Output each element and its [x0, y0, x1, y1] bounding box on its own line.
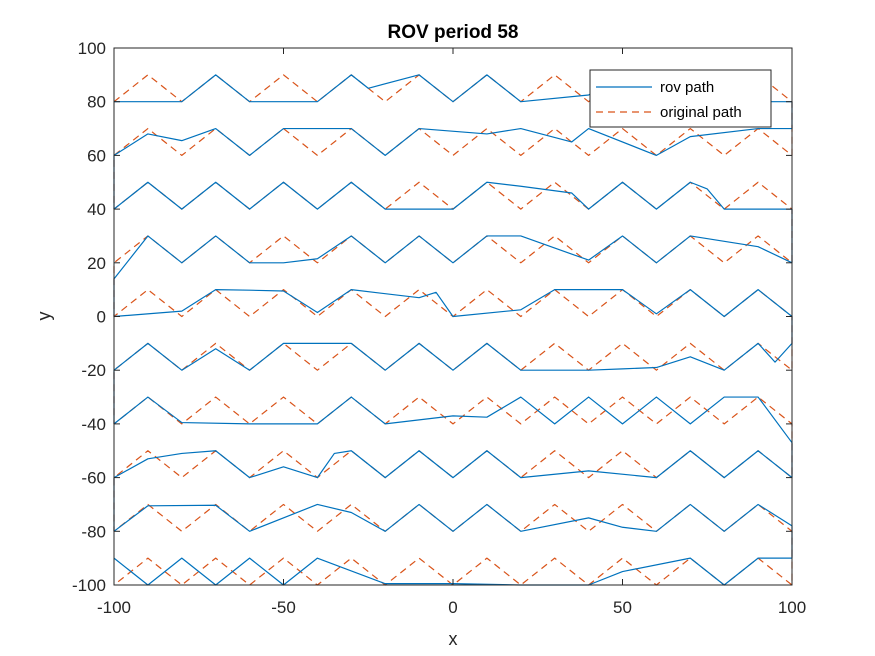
x-axis-label: x [449, 629, 458, 649]
y-tick-label: -80 [81, 522, 106, 541]
y-tick-label: 100 [78, 39, 106, 58]
legend-label-original-path: original path [660, 104, 742, 121]
chart-title: ROV period 58 [388, 22, 519, 43]
x-tick-label: 100 [778, 598, 806, 617]
y-tick-label: 0 [97, 308, 106, 327]
y-tick-label: -100 [72, 576, 106, 595]
y-axis-label: y [34, 312, 54, 321]
y-tick-label: -60 [81, 469, 106, 488]
y-tick-label: 60 [87, 146, 106, 165]
legend-box [589, 69, 772, 128]
x-tick-label: -50 [271, 598, 296, 617]
tick-layer: -100 -50 0 50 100 -100 -80 -60 -40 -20 0 20 40 60 80 10… [72, 39, 806, 617]
legend-label-rov-path: rov path [660, 79, 714, 96]
y-tick-label: -40 [81, 415, 106, 434]
y-tick-label: -20 [81, 361, 106, 380]
legend: rov path original path [589, 69, 772, 128]
x-tick-label: 0 [448, 598, 457, 617]
y-tick-label: 20 [87, 254, 106, 273]
y-tick-label: 40 [87, 200, 106, 219]
x-tick-label: 50 [613, 598, 632, 617]
y-tick-label: 80 [87, 93, 106, 112]
x-tick-label: -100 [97, 598, 131, 617]
